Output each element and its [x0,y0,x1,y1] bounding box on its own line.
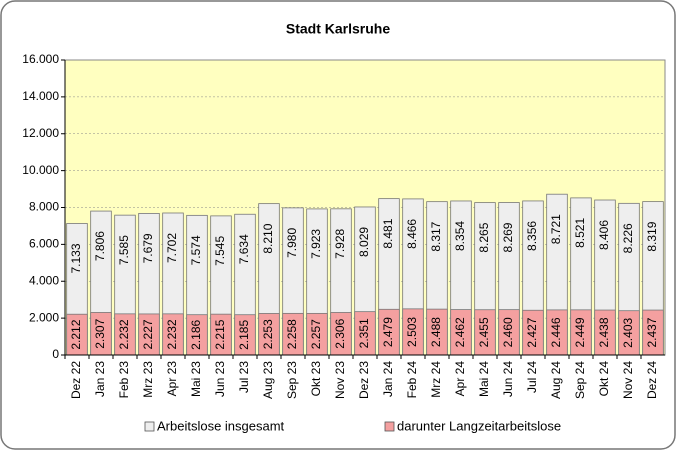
x-tick-label: Jun 24 [501,361,515,397]
x-tick-label: Jan 24 [381,361,395,397]
chart-title: Stadt Karlsruhe [286,21,390,37]
data-label: 8.521 [573,218,587,248]
x-tick-label: Feb 23 [117,361,131,399]
data-label: 2.306 [333,318,347,348]
y-tick-label: 8.000 [29,200,59,214]
data-label: 2.437 [645,317,659,347]
data-label: 2.257 [309,319,323,349]
x-tick-label: Okt 23 [309,361,323,397]
x-tick-label: Jul 24 [525,361,539,393]
x-tick-label: Aug 23 [261,361,275,399]
data-label: 2.351 [357,318,371,348]
y-tick-label: 6.000 [29,237,59,251]
data-label: 2.227 [141,319,155,349]
data-label: 7.585 [117,235,131,265]
data-label: 2.258 [285,319,299,349]
data-label: 2.427 [525,317,539,347]
data-label: 7.679 [141,233,155,263]
x-tick-label: Nov 24 [621,361,635,399]
data-label: 8.466 [405,219,419,249]
data-label: 7.702 [165,233,179,263]
y-tick-label: 0 [52,347,59,361]
data-label: 7.806 [93,231,107,261]
x-tick-label: Mrz 24 [429,361,443,398]
data-label: 8.406 [597,220,611,250]
x-tick-label: Jan 23 [93,361,107,397]
data-label: 2.212 [69,319,83,349]
y-tick-label: 16.000 [22,52,59,66]
data-label: 2.186 [189,320,203,350]
y-tick-label: 10.000 [22,163,59,177]
y-tick-label: 12.000 [22,126,59,140]
data-label: 8.317 [429,221,443,251]
x-tick-label: Dez 22 [69,361,83,399]
data-label: 8.226 [621,223,635,253]
data-label: 8.721 [549,214,563,244]
legend-swatch [384,421,395,432]
y-tick-label: 14.000 [22,89,59,103]
data-label: 2.185 [237,320,251,350]
x-tick-label: Mai 24 [477,361,491,397]
data-label: 7.634 [237,234,251,264]
data-label: 2.215 [213,319,227,349]
x-tick-label: Okt 24 [597,361,611,397]
data-label: 7.980 [285,228,299,258]
data-label: 7.923 [309,229,323,259]
data-label: 7.928 [333,228,347,258]
x-tick-label: Feb 24 [405,361,419,399]
x-tick-label: Apr 24 [453,361,467,397]
x-tick-label: Dez 24 [645,361,659,399]
legend-label: Arbeitslose insgesamt [157,418,285,433]
y-tick-label: 2.000 [29,310,59,324]
data-label: 8.356 [525,221,539,251]
x-tick-label: Mrz 23 [141,361,155,398]
data-label: 2.403 [621,318,635,348]
data-label: 2.479 [381,317,395,347]
x-tick-label: Aug 24 [549,361,563,399]
legend-label: darunter Langzeitarbeitslose [397,418,561,433]
data-label: 8.210 [261,223,275,253]
data-label: 2.232 [165,319,179,349]
data-label: 2.455 [477,317,491,347]
data-label: 2.253 [261,319,275,349]
data-label: 8.481 [381,218,395,248]
x-tick-label: Apr 23 [165,361,179,397]
data-label: 7.133 [69,243,83,273]
data-label: 2.446 [549,317,563,347]
x-tick-label: Sep 23 [285,361,299,399]
x-tick-label: Sep 24 [573,361,587,399]
data-label: 7.545 [213,236,227,266]
data-label: 8.269 [501,222,515,252]
data-label: 8.265 [477,222,491,252]
x-tick-label: Jun 23 [213,361,227,397]
data-label: 2.460 [501,317,515,347]
data-label: 2.503 [405,317,419,347]
data-label: 2.449 [573,317,587,347]
data-label: 8.354 [453,221,467,251]
x-tick-label: Dez 23 [357,361,371,399]
data-label: 2.438 [597,317,611,347]
x-tick-label: Nov 23 [333,361,347,399]
x-tick-label: Jul 23 [237,361,251,393]
data-label: 2.232 [117,319,131,349]
data-label: 7.574 [189,235,203,265]
legend-swatch [144,421,155,432]
data-label: 2.488 [429,317,443,347]
y-tick-label: 4.000 [29,273,59,287]
data-label: 2.462 [453,317,467,347]
data-label: 8.319 [645,221,659,251]
x-tick-label: Mai 23 [189,361,203,397]
data-label: 2.307 [93,318,107,348]
data-label: 8.029 [357,227,371,257]
